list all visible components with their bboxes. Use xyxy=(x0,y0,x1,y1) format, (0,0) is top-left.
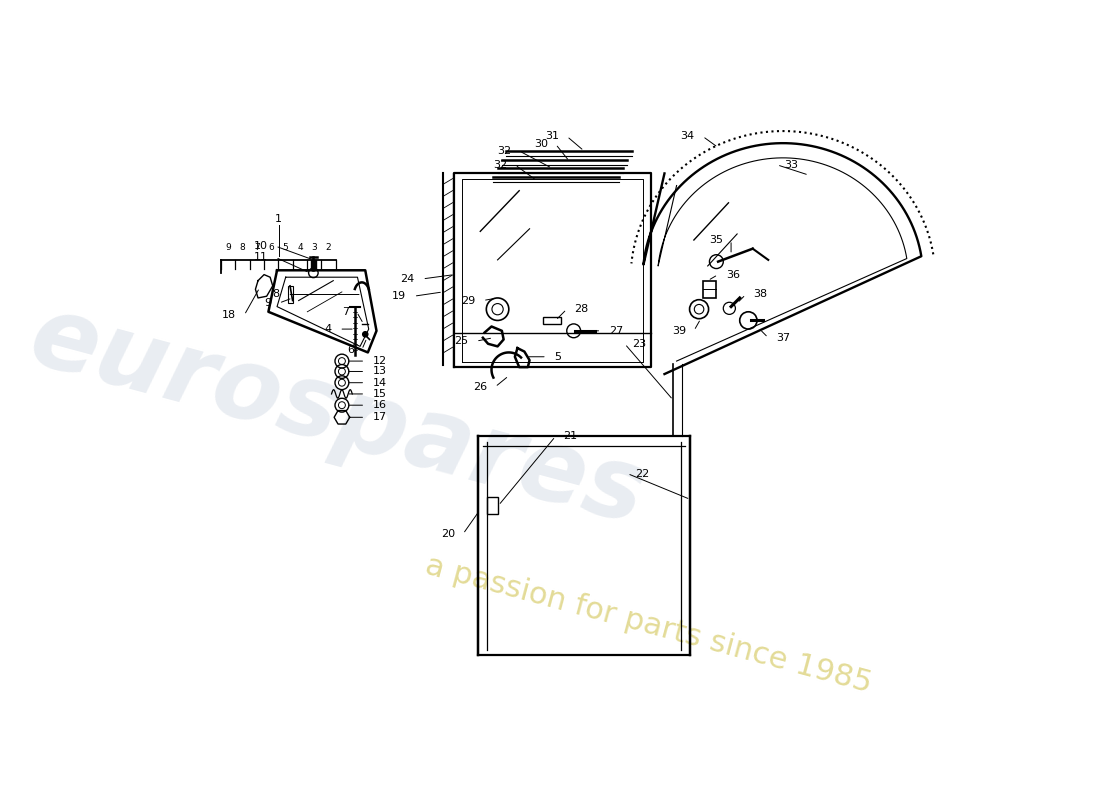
Text: 17: 17 xyxy=(373,412,387,422)
Text: 11: 11 xyxy=(253,252,267,262)
Text: 25: 25 xyxy=(454,336,469,346)
Text: 6: 6 xyxy=(268,243,274,252)
Text: 39: 39 xyxy=(672,326,686,336)
Text: 32: 32 xyxy=(493,160,507,170)
Text: 3: 3 xyxy=(311,243,317,252)
Text: 13: 13 xyxy=(373,366,387,377)
Text: 9: 9 xyxy=(264,298,271,308)
Text: 7: 7 xyxy=(342,306,349,317)
Text: 30: 30 xyxy=(534,139,548,149)
Bar xyxy=(288,286,294,303)
Text: 31: 31 xyxy=(544,131,559,142)
Text: 33: 33 xyxy=(784,160,799,170)
Text: 22: 22 xyxy=(635,469,649,478)
Text: 14: 14 xyxy=(373,378,387,388)
Text: 8: 8 xyxy=(240,243,245,252)
Text: 38: 38 xyxy=(754,290,768,299)
Text: 27: 27 xyxy=(609,326,624,336)
Text: 28: 28 xyxy=(574,304,589,314)
Circle shape xyxy=(363,332,367,337)
Text: 29: 29 xyxy=(461,295,475,306)
Text: 1: 1 xyxy=(275,214,283,223)
Text: 32: 32 xyxy=(497,146,512,156)
Text: 10: 10 xyxy=(253,241,267,251)
Text: 37: 37 xyxy=(776,333,790,342)
Text: 36: 36 xyxy=(726,270,740,280)
Text: 35: 35 xyxy=(710,235,724,245)
Text: 9: 9 xyxy=(226,243,231,252)
Text: 26: 26 xyxy=(473,382,487,392)
Text: 34: 34 xyxy=(681,131,695,142)
Text: eurospares: eurospares xyxy=(20,289,656,546)
Text: 18: 18 xyxy=(222,310,236,320)
Text: 5: 5 xyxy=(554,352,562,362)
Text: 4: 4 xyxy=(324,324,331,334)
Text: 5: 5 xyxy=(283,243,288,252)
Text: 12: 12 xyxy=(373,356,387,366)
Text: 20: 20 xyxy=(441,529,455,539)
Text: 15: 15 xyxy=(373,389,387,399)
Text: 8: 8 xyxy=(273,290,279,299)
Text: 7: 7 xyxy=(254,243,260,252)
Text: 6: 6 xyxy=(346,345,354,355)
Bar xyxy=(543,317,561,324)
Bar xyxy=(703,281,715,298)
Text: a passion for parts since 1985: a passion for parts since 1985 xyxy=(422,551,876,698)
Text: 4: 4 xyxy=(297,243,302,252)
Text: 23: 23 xyxy=(632,338,647,349)
Text: 24: 24 xyxy=(400,274,415,284)
Bar xyxy=(487,497,498,514)
Text: 19: 19 xyxy=(392,291,406,302)
Text: 21: 21 xyxy=(563,431,578,442)
Text: 2: 2 xyxy=(326,243,331,252)
Text: 16: 16 xyxy=(373,400,387,410)
Bar xyxy=(311,260,316,270)
